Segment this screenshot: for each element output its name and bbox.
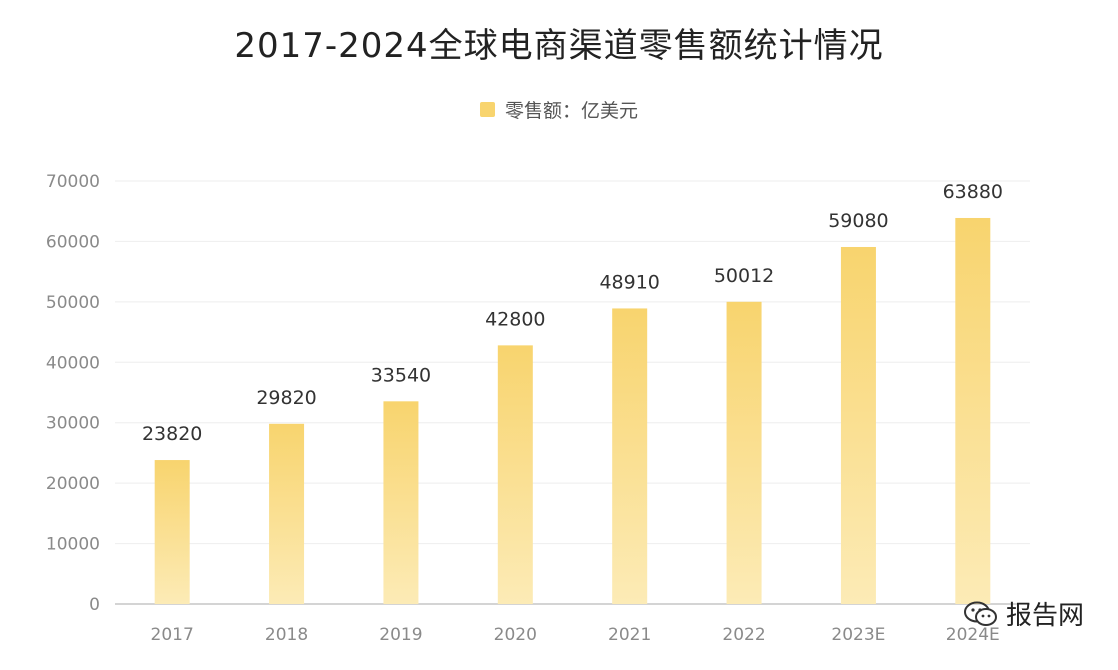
y-tick-label: 40000: [46, 353, 100, 373]
data-label: 48910: [599, 271, 659, 293]
bar: [154, 460, 190, 604]
watermark-text: 报告网: [1005, 601, 1084, 631]
data-label: 63880: [943, 181, 1003, 203]
legend-swatch: [479, 102, 495, 117]
x-tick-label: 2017: [151, 625, 194, 645]
bar: [383, 401, 419, 604]
bar: [269, 423, 305, 604]
y-tick-label: 0: [89, 595, 100, 615]
y-tick-label: 10000: [46, 535, 100, 555]
data-label: 33540: [371, 364, 431, 386]
x-tick-label: 2018: [265, 625, 308, 645]
x-tick-label: 2020: [494, 625, 537, 645]
bar: [612, 308, 648, 604]
watermark: 报告网: [963, 595, 1084, 632]
legend[interactable]: 零售额：亿美元: [0, 96, 1118, 123]
y-tick-label: 60000: [46, 232, 100, 252]
chart-title: 2017-2024全球电商渠道零售额统计情况: [234, 26, 884, 66]
y-tick-label: 20000: [46, 474, 100, 494]
bar: [840, 246, 876, 604]
data-label: 42800: [485, 308, 545, 330]
x-tick-label: 2021: [608, 625, 651, 645]
data-label: 29820: [256, 387, 316, 409]
data-label: 59080: [828, 210, 888, 232]
legend-label: 零售额：亿美元: [504, 100, 638, 122]
x-tick-label: 2024E: [946, 625, 1000, 645]
wechat-icon: [963, 601, 998, 627]
bar: [726, 301, 762, 604]
x-tick-label: 2019: [379, 625, 422, 645]
x-tick-label: 2023E: [831, 625, 885, 645]
bar: [955, 217, 991, 604]
bar: [497, 345, 533, 604]
y-tick-label: 30000: [46, 414, 100, 434]
data-label: 23820: [142, 423, 202, 445]
x-tick-label: 2022: [722, 625, 765, 645]
y-tick-label: 50000: [46, 293, 100, 313]
y-tick-label: 70000: [46, 172, 100, 192]
data-label: 50012: [714, 265, 774, 287]
